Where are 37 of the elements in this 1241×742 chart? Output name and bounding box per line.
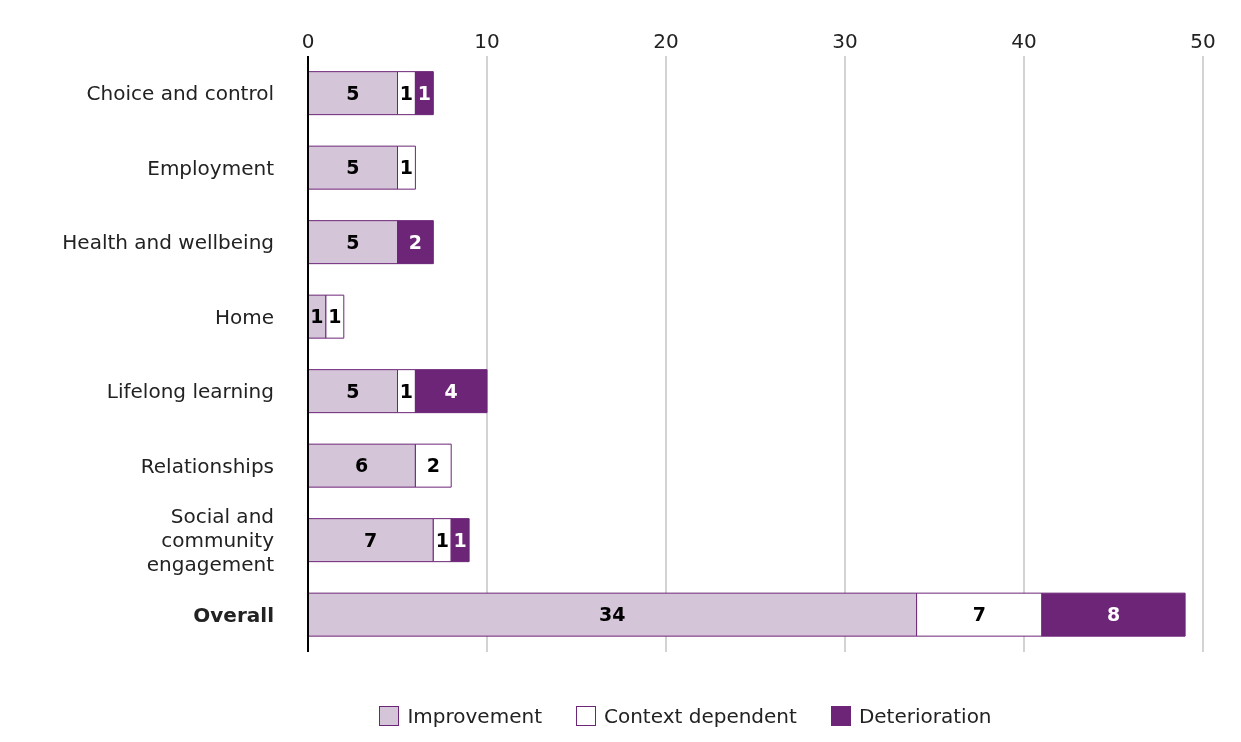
data-label: 5 (346, 156, 360, 179)
x-tick-label: 40 (1011, 29, 1037, 53)
data-label: 1 (417, 81, 431, 104)
x-tick-label: 20 (653, 29, 679, 53)
y-tick-label: Relationships (140, 453, 274, 478)
x-tick-label: 10 (474, 29, 500, 53)
data-label: 6 (355, 454, 369, 477)
data-label: 5 (346, 230, 360, 253)
data-label: 8 (1106, 603, 1121, 626)
y-tick-label: Social and community engagement (146, 504, 275, 577)
data-label: 7 (972, 603, 986, 626)
y-tick-label: Overall (193, 602, 274, 627)
y-tick-label: Health and wellbeing (62, 230, 274, 255)
data-label: 2 (426, 454, 440, 477)
data-label: 1 (310, 305, 324, 328)
x-tick-label: 0 (301, 29, 315, 53)
x-tick-label: 30 (832, 29, 858, 53)
legend-label: Improvement (406, 704, 542, 728)
data-label: 1 (399, 379, 414, 402)
data-label: 1 (328, 305, 342, 328)
data-label: 1 (435, 528, 449, 551)
data-label: 4 (444, 379, 458, 402)
data-label: 1 (399, 81, 414, 104)
legend-label: Context dependent (603, 704, 797, 728)
data-label: 7 (364, 528, 378, 551)
data-label: 2 (408, 230, 423, 253)
data-label: 1 (399, 156, 414, 179)
y-tick-label: Lifelong learning (106, 379, 274, 404)
y-tick-label: Home (214, 304, 274, 329)
x-tick-label: 50 (1190, 29, 1216, 53)
legend-label: Deterioration (857, 704, 992, 728)
data-label: 5 (346, 379, 360, 402)
data-label: 1 (453, 528, 467, 551)
data-label: 34 (599, 603, 626, 626)
y-tick-label: Employment (147, 155, 275, 180)
data-label: 5 (346, 81, 360, 104)
y-tick-label: Choice and control (86, 81, 274, 106)
